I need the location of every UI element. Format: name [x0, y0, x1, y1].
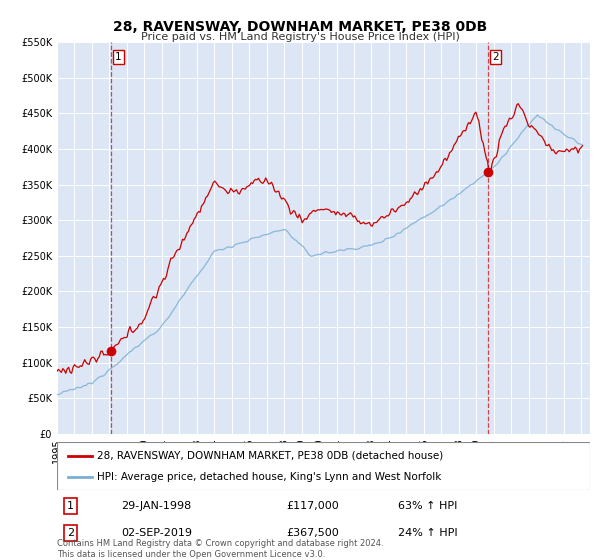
Text: 24% ↑ HPI: 24% ↑ HPI — [398, 528, 458, 538]
Text: 28, RAVENSWAY, DOWNHAM MARKET, PE38 0DB (detached house): 28, RAVENSWAY, DOWNHAM MARKET, PE38 0DB … — [97, 451, 443, 461]
Text: Price paid vs. HM Land Registry's House Price Index (HPI): Price paid vs. HM Land Registry's House … — [140, 32, 460, 42]
Text: 1: 1 — [115, 52, 122, 62]
Text: 1: 1 — [67, 501, 74, 511]
Text: 28, RAVENSWAY, DOWNHAM MARKET, PE38 0DB: 28, RAVENSWAY, DOWNHAM MARKET, PE38 0DB — [113, 20, 487, 34]
Text: 63% ↑ HPI: 63% ↑ HPI — [398, 501, 457, 511]
Text: £117,000: £117,000 — [286, 501, 339, 511]
Text: 2: 2 — [493, 52, 499, 62]
Text: 29-JAN-1998: 29-JAN-1998 — [121, 501, 191, 511]
Text: 2: 2 — [67, 528, 74, 538]
Text: £367,500: £367,500 — [286, 528, 339, 538]
Text: HPI: Average price, detached house, King's Lynn and West Norfolk: HPI: Average price, detached house, King… — [97, 472, 442, 482]
Text: Contains HM Land Registry data © Crown copyright and database right 2024.
This d: Contains HM Land Registry data © Crown c… — [57, 539, 383, 559]
Text: 02-SEP-2019: 02-SEP-2019 — [121, 528, 192, 538]
